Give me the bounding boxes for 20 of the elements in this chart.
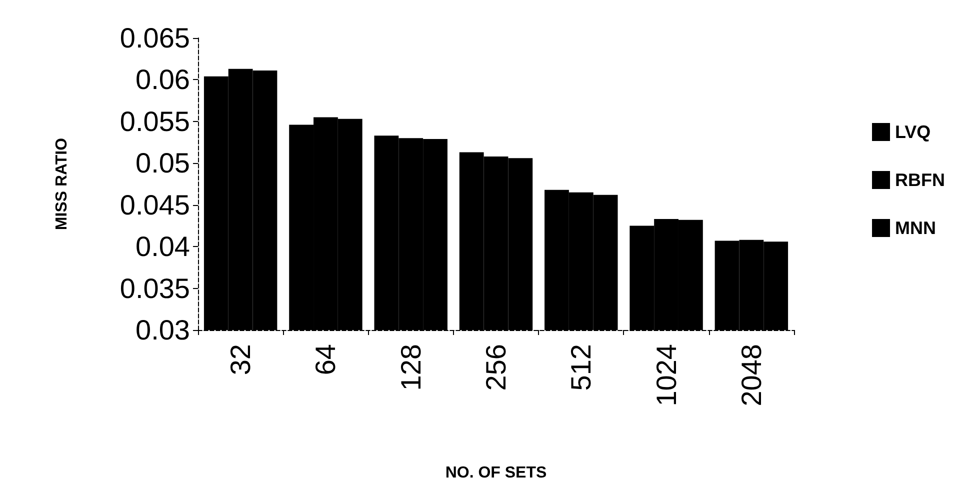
legend-label: RBFN	[895, 170, 946, 190]
y-tick-label: 0.065	[120, 22, 190, 54]
x-tick-label: 512	[566, 344, 597, 391]
x-tick-label: 128	[395, 344, 426, 391]
x-tick-label: 2048	[736, 344, 767, 406]
y-tick-label: 0.05	[136, 148, 190, 179]
x-tick-label: 32	[225, 344, 256, 376]
legend-label: MNN	[895, 218, 936, 238]
x-axis-title: NO. OF SETS	[445, 464, 547, 482]
x-tick-label: 1024	[650, 344, 682, 406]
x-tick-label: 64	[310, 344, 342, 376]
y-axis-title: MISS RATIO	[54, 138, 70, 230]
y-tick-label: 0.03	[136, 314, 190, 346]
y-tick-label: 0.04	[136, 231, 190, 262]
y-tick-label: 0.045	[120, 189, 190, 220]
y-tick-label: 0.06	[136, 64, 190, 96]
y-tick-label: 0.035	[120, 272, 190, 304]
x-tick-label: 256	[480, 344, 512, 391]
y-tick-label: 0.055	[120, 106, 190, 137]
legend-label: LVQ	[895, 122, 931, 142]
